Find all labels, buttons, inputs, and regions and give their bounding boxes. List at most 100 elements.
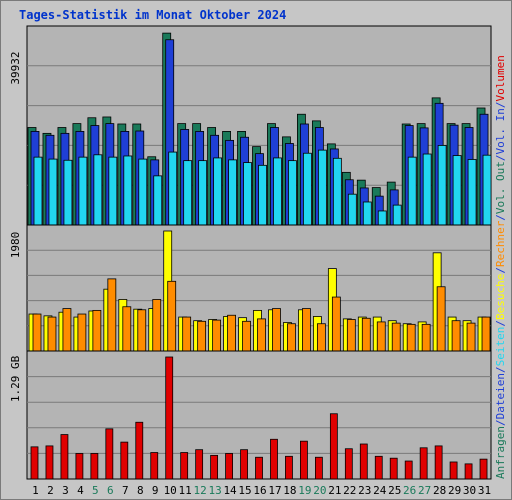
x-tick-label-day-1: 1 [32, 484, 39, 497]
bar-rechner-day-2 [47, 316, 57, 352]
bar-rechner-day-25 [391, 322, 401, 352]
bar-seiten-day-22 [347, 193, 357, 226]
bar-volumen-day-20 [314, 456, 323, 480]
bar-rechner-day-31 [481, 316, 491, 352]
bar-seiten-day-27 [422, 153, 432, 226]
bar-seiten-day-24 [377, 210, 387, 226]
bar-seiten-day-26 [407, 156, 417, 226]
bottom-ytick-label: 1.29 GB [9, 355, 22, 402]
side-legend-entry: Anfragen [494, 426, 507, 479]
side-legend-entry: / [494, 366, 507, 373]
bar-volumen-day-23 [359, 443, 368, 480]
x-tick-label-day-15: 15 [238, 484, 251, 497]
bar-rechner-day-29 [451, 320, 461, 352]
bar-volumen-day-10 [165, 356, 174, 480]
bar-seiten-day-16 [258, 164, 267, 226]
bar-rechner-day-30 [466, 322, 476, 352]
side-legend-entry: Vol. Out [494, 161, 507, 214]
bar-volumen-day-9 [150, 452, 159, 480]
bar-seiten-day-21 [332, 157, 342, 226]
bar-rechner-day-14 [227, 314, 236, 352]
side-legend-entry: / [494, 214, 507, 221]
bar-rechner-day-13 [212, 319, 222, 352]
bar-rechner-day-24 [376, 321, 386, 352]
bar-seiten-day-8 [138, 158, 148, 226]
x-tick-label-day-16: 16 [253, 484, 266, 497]
bar-volumen-day-28 [434, 445, 443, 480]
bar-volumen-day-1 [30, 446, 39, 480]
chart-title: Tages-Statistik im Monat Oktober 2024 [19, 8, 287, 22]
bar-volumen-day-30 [464, 463, 473, 480]
side-legend-entry: Rechner [494, 220, 507, 267]
x-tick-label-day-18: 18 [283, 484, 296, 497]
bar-rechner-day-12 [197, 320, 207, 352]
bar-rechner-day-17 [272, 308, 281, 352]
side-legend-entry: / [494, 419, 507, 426]
bar-seiten-day-2 [48, 158, 58, 226]
x-tick-label-day-26: 26 [403, 484, 416, 497]
side-legend-entry: Besuche [494, 274, 507, 320]
side-legend-entry: Seiten [494, 327, 507, 367]
bar-seiten-day-18 [288, 160, 297, 226]
bar-volumen-day-16 [255, 456, 263, 480]
bar-volumen-day-19 [300, 440, 308, 480]
x-tick-label-day-21: 21 [328, 484, 341, 497]
bar-volumen-day-6 [105, 428, 114, 480]
bar-seiten-day-13 [213, 157, 223, 226]
bar-volumen-day-14 [225, 453, 233, 480]
bar-rechner-day-8 [137, 309, 147, 352]
bar-volumen-day-11 [180, 452, 189, 480]
x-tick-label-day-31: 31 [478, 484, 491, 497]
bar-seiten-day-19 [303, 152, 312, 226]
bar-volumen-day-21 [329, 413, 338, 480]
bar-seiten-day-10 [168, 151, 178, 226]
bar-seiten-day-31 [482, 154, 492, 226]
x-tick-label-day-11: 11 [179, 484, 192, 497]
bar-rechner-day-22 [346, 319, 356, 352]
bar-rechner-day-5 [92, 309, 102, 352]
bar-rechner-day-15 [242, 320, 251, 352]
bar-volumen-day-29 [449, 461, 458, 480]
side-legend-entry: / [494, 267, 507, 274]
bar-volumen-day-5 [90, 453, 99, 480]
side-legend-entry: Dateien [494, 373, 507, 419]
side-legend-entry: / [494, 101, 507, 108]
x-tick-label-day-29: 29 [448, 484, 461, 497]
bar-rechner-day-9 [152, 299, 162, 352]
bar-rechner-day-18 [287, 323, 296, 352]
bar-volumen-day-25 [389, 457, 398, 480]
bar-volumen-day-15 [240, 449, 248, 480]
side-legend: Anfragen/Dateien/Seiten/Besuche/Rechner/… [494, 55, 507, 479]
bar-volumen-day-7 [120, 441, 129, 480]
bar-volumen-day-24 [374, 455, 383, 480]
bar-rechner-day-10 [167, 280, 177, 352]
bar-seiten-day-11 [183, 160, 193, 226]
bar-seiten-day-25 [392, 204, 402, 226]
bar-seiten-day-7 [123, 155, 133, 226]
bar-rechner-day-7 [122, 306, 132, 352]
x-tick-label-day-7: 7 [122, 484, 129, 497]
bar-seiten-day-14 [228, 159, 237, 226]
bar-volumen-day-3 [60, 434, 69, 480]
side-legend-entry: Volumen [494, 55, 507, 101]
x-tick-label-day-24: 24 [373, 484, 387, 497]
bar-volumen-day-27 [419, 447, 428, 480]
x-tick-label-day-6: 6 [107, 484, 114, 497]
side-legend-entry: Vol. In [494, 108, 507, 154]
x-tick-label-day-3: 3 [62, 484, 69, 497]
bar-volumen-day-4 [75, 453, 84, 480]
bar-volumen-day-26 [404, 460, 413, 480]
bar-rechner-day-19 [302, 308, 311, 352]
middle-ytick-label: 1980 [9, 232, 22, 259]
side-legend-entry: / [494, 154, 507, 161]
x-tick-label-day-17: 17 [268, 484, 281, 497]
bar-volumen-day-2 [45, 445, 54, 480]
x-tick-label-day-20: 20 [313, 484, 326, 497]
bar-seiten-day-9 [153, 175, 163, 226]
x-tick-label-day-14: 14 [223, 484, 237, 497]
bar-seiten-day-5 [93, 154, 103, 226]
bar-rechner-day-1 [32, 313, 42, 352]
bar-seiten-day-17 [273, 157, 282, 226]
bar-volumen-day-8 [135, 421, 144, 480]
